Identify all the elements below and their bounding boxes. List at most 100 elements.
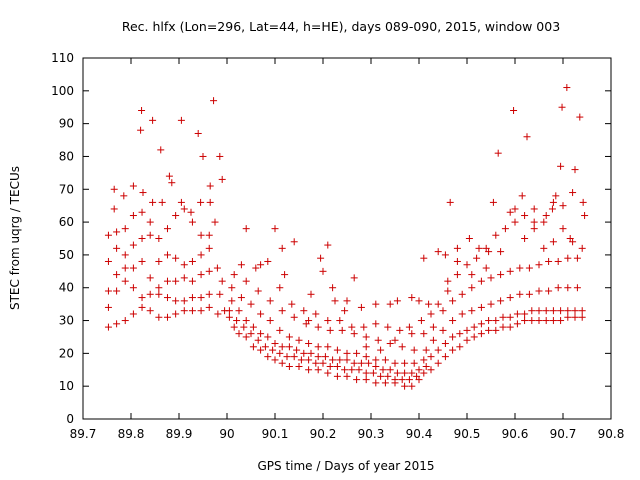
data-point [285,362,293,370]
data-point [525,290,533,298]
data-point [180,261,188,269]
data-point [257,346,265,354]
data-point [206,182,214,190]
data-point [549,307,557,315]
data-point [470,323,478,331]
data-point [257,261,265,269]
data-point [510,107,518,115]
x-tick-label: 90 [219,427,234,441]
y-tick-label: 70 [59,182,74,196]
data-point [569,189,577,197]
data-point [475,244,483,252]
data-point [163,294,171,302]
data-point [535,287,543,295]
data-point [571,307,579,315]
data-point [449,297,457,305]
data-point [104,257,112,265]
data-point [571,313,579,321]
data-point [285,343,293,351]
data-point [149,198,157,206]
data-point [138,303,146,311]
data-point [506,294,514,302]
data-point [210,97,218,105]
data-point [372,320,380,328]
data-point [324,369,332,377]
data-point [578,307,586,315]
data-point [384,323,392,331]
data-point [372,300,380,308]
data-point [165,172,173,180]
data-point [104,231,112,239]
data-point [333,362,341,370]
data-point [278,343,286,351]
y-axis-label: STEC from uqrg / TECUs [8,166,22,310]
x-axis-label: GPS time / Days of year 2015 [257,459,434,473]
data-point [492,317,500,325]
data-point [506,313,514,321]
data-point [205,303,213,311]
data-point [314,323,322,331]
data-point [113,228,121,236]
data-point [343,356,351,364]
data-point [357,359,365,367]
data-point [305,317,313,325]
data-point [293,346,301,354]
data-point [446,198,454,206]
data-point [557,317,565,325]
data-point [492,231,500,239]
data-point [545,287,553,295]
data-point [386,340,394,348]
data-point [321,353,329,361]
data-point [381,379,389,387]
x-tick-label: 90.4 [406,427,433,441]
data-point [365,359,373,367]
y-tick-label: 90 [59,117,74,131]
data-point [525,264,533,272]
data-point [254,287,262,295]
data-point [511,205,519,213]
data-point [434,346,442,354]
data-point [579,198,587,206]
data-point [233,317,241,325]
data-point [324,241,332,249]
data-point [571,166,579,174]
data-point [197,251,205,259]
data-point [172,277,180,285]
data-point [149,116,157,124]
data-point [487,274,495,282]
data-point [528,317,536,325]
data-point [305,356,313,364]
data-point [278,307,286,315]
data-point [401,369,409,377]
data-point [155,313,163,321]
data-point [458,290,466,298]
data-point [449,333,457,341]
data-point [477,303,485,311]
data-point [329,356,337,364]
data-point [146,290,154,298]
data-point [237,294,245,302]
y-tick-label: 40 [59,281,74,295]
data-point [290,353,298,361]
data-point [121,251,129,259]
data-point [137,126,145,134]
data-point [104,323,112,331]
data-point [264,333,272,341]
data-point [492,326,500,334]
data-point [276,349,284,357]
data-point [405,323,413,331]
data-point [121,264,129,272]
data-point [216,152,224,160]
data-point [214,310,222,318]
data-point [470,333,478,341]
data-point [343,349,351,357]
data-point [401,359,409,367]
x-tick-label: 90.8 [598,427,625,441]
data-point [271,340,279,348]
data-point [372,356,380,364]
data-point [434,359,442,367]
data-point [429,336,437,344]
data-point [506,267,514,275]
data-point [518,192,526,200]
data-point [237,261,245,269]
